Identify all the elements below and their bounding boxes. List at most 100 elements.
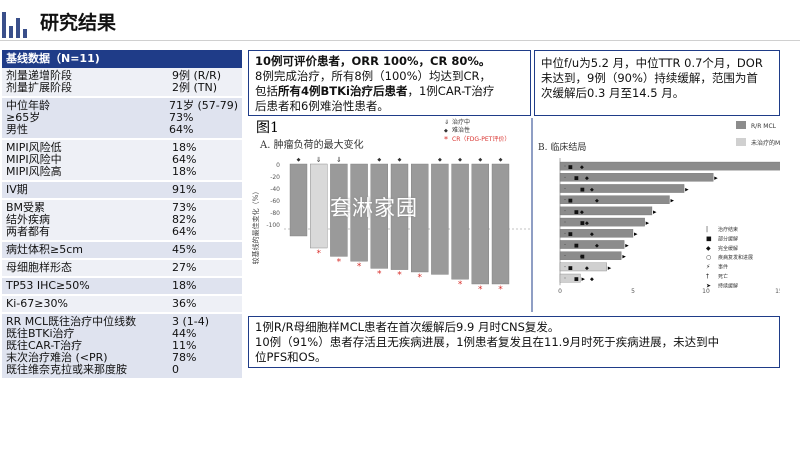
marker-legend-label: 完全缓解 [718, 245, 738, 252]
outcome-line-2: 10例（91%）患者存活且无疾病进展，1例患者复发且在11.9月时死于疾病进展，… [255, 335, 720, 349]
partial-response-icon: ■ [574, 243, 579, 249]
row-label: MIPI风险低 [6, 141, 62, 154]
row-value-cell: 71岁 (57-79) 73% 64% [165, 98, 242, 138]
outcome-line-1: 1例R/R母细胞样MCL患者在首次缓解后9.9 月时CNS复发。 [255, 320, 560, 334]
ongoing-response-icon: ▸ [653, 208, 657, 216]
response-summary-box: 10例可评价患者，ORR 100%，CR 80%。 8例完成治疗，所有8例（10… [248, 50, 531, 116]
partial-response-icon: ■ [568, 232, 573, 238]
table-row: BM受累 结外疾病 两者都有 73% 82% 64% [2, 200, 242, 242]
marker-legend-icon: | [706, 226, 708, 233]
row-label: 母细胞样形态 [6, 261, 72, 274]
table-row: 病灶体积≥5cm 45% [2, 242, 242, 260]
partial-response-icon: ■ [574, 209, 579, 215]
panel-b-title: B. 临床结局 [538, 141, 586, 153]
partial-response-icon: ■ [568, 165, 573, 171]
complete-response-icon: ◆ [585, 221, 589, 227]
ongoing-response-icon: ▸ [622, 253, 626, 261]
cr-marker: * [498, 285, 503, 295]
logo-bars-icon [2, 10, 34, 38]
complete-response-icon: ◆ [590, 232, 594, 238]
fig-label: 图1 [256, 120, 279, 136]
row-label: 结外疾病 [6, 213, 50, 226]
table-row: MIPI风险低 MIPI风险中 MIPI风险高 18% 64% 18% [2, 140, 242, 182]
row-label: 既往BTKi治疗 [6, 327, 75, 340]
watermark: 套淋家园 [330, 196, 418, 220]
complete-response-icon: ◆ [585, 265, 589, 271]
row-label: MIPI风险高 [6, 165, 62, 178]
refractory-marker: ◆ [297, 157, 301, 163]
followup-line-3: 次缓解后0.3 月至14.5 月。 [541, 86, 685, 100]
refractory-marker: ◆ [499, 157, 503, 163]
panel-a-ylabel: 较基线的最佳变化（%） [251, 188, 260, 265]
ongoing-response-icon: ▸ [634, 230, 638, 238]
table-row: RR MCL既往治疗中位线数 既往BTKi治疗 既往CAR-T治疗 末次治疗难治 (<… [2, 314, 242, 380]
refractory-marker: ◆ [438, 157, 442, 163]
row-label-cell: RR MCL既往治疗中位线数 既往BTKi治疗 既往CAR-T治疗 末次治疗难治 (<… [2, 314, 168, 378]
row-label-cell: 中位年龄 ≥65岁 男性 [2, 98, 165, 138]
row-label: Ki-67≥30% [6, 297, 68, 310]
waterfall-bar [491, 163, 510, 285]
row-label: 剂量扩展阶段 [6, 81, 72, 94]
row-value-cell: 9例 (R/R) 2例 (TN) [168, 68, 242, 96]
row-label-cell: Ki-67≥30% [2, 296, 168, 312]
ongoing-response-icon: ▸ [608, 264, 612, 272]
table-row: TP53 IHC≥50% 18% [2, 278, 242, 296]
waterfall-bar [471, 163, 490, 285]
waterfall-bar [410, 163, 429, 273]
row-label: 剂量递增阶段 [6, 69, 72, 82]
y-tick-label: -20 [270, 174, 280, 181]
legend-label: 治疗中 [452, 118, 470, 126]
row-label-cell: TP53 IHC≥50% [2, 278, 168, 294]
row-value: 27% [172, 261, 197, 274]
cr-marker: * [417, 273, 422, 283]
row-value: 18% [172, 279, 197, 292]
swimmer-bar [559, 262, 607, 272]
row-label: 两者都有 [6, 225, 50, 238]
row-label-cell: 母细胞样形态 [2, 260, 168, 276]
row-value: 2例 (TN) [172, 81, 218, 94]
swimmer-bar [559, 206, 653, 216]
row-value: 73% [168, 111, 194, 124]
swimmer-bar [559, 184, 685, 193]
panel-a-title: A. 肿瘤负荷的最大变化 [259, 138, 364, 151]
row-label: ≥65岁 [6, 111, 41, 124]
waterfall-bar [451, 163, 469, 280]
b-x-tick: 5 [631, 288, 635, 295]
legend-diamond-icon: ◆ [444, 128, 448, 134]
row-value-cell: 3 (1-4) 44% 11% 78% 0 [168, 314, 242, 378]
row-value: 18% [172, 165, 197, 178]
row-value-cell: 18% 64% 18% [168, 140, 242, 180]
partial-response-icon: ■ [568, 265, 573, 271]
baseline-table-header: 基线数据（N=11) [2, 50, 242, 68]
cr-marker: * [397, 271, 402, 281]
marker-legend-label: 疾病复发和进展 [718, 254, 753, 261]
row-label: 末次治疗难治 (<PR) [6, 351, 108, 364]
table-row: IV期 91% [2, 182, 242, 200]
response-line-3b: 所有4例BTKi治疗后患者 [278, 84, 408, 98]
y-tick-label: -100 [266, 222, 280, 229]
row-value: 64% [168, 123, 194, 136]
marker-legend-label: 事件 [718, 264, 728, 271]
row-value: 91% [172, 183, 197, 196]
response-line-3c: ，1例CAR-T治疗 [407, 84, 495, 98]
row-value-cell: 18% [168, 278, 242, 294]
row-label-cell: MIPI风险低 MIPI风险中 MIPI风险高 [2, 140, 168, 180]
legend-arrow-icon: ⇓ [444, 119, 449, 126]
figure-svg: 图1 A. 肿瘤负荷的最大变化 B. 临床结局 -100 -80 -60 -40 -20… [248, 116, 791, 314]
legend-label: 未治疗的MCL [751, 139, 780, 147]
row-value-cell: 27% [168, 260, 242, 276]
y-tick-label: -40 [270, 186, 280, 193]
swimmer-bar [559, 173, 714, 182]
row-value: 18% [172, 141, 197, 154]
row-label-cell: 病灶体积≥5cm [2, 242, 168, 258]
cr-marker: * [357, 262, 362, 272]
row-label: BM受累 [6, 201, 46, 214]
marker-legend-icon: ○ [706, 254, 711, 261]
row-label-cell: BM受累 结外疾病 两者都有 [2, 200, 168, 240]
ongoing-response-icon: ▸ [625, 241, 629, 249]
marker-legend-label: 部分缓解 [718, 235, 738, 242]
response-line-4: 后患者和6例难治性患者。 [255, 99, 389, 113]
waterfall-bar [310, 163, 328, 249]
table-row: Ki-67≥30% 36% [2, 296, 242, 314]
row-value: 73% [172, 201, 197, 214]
